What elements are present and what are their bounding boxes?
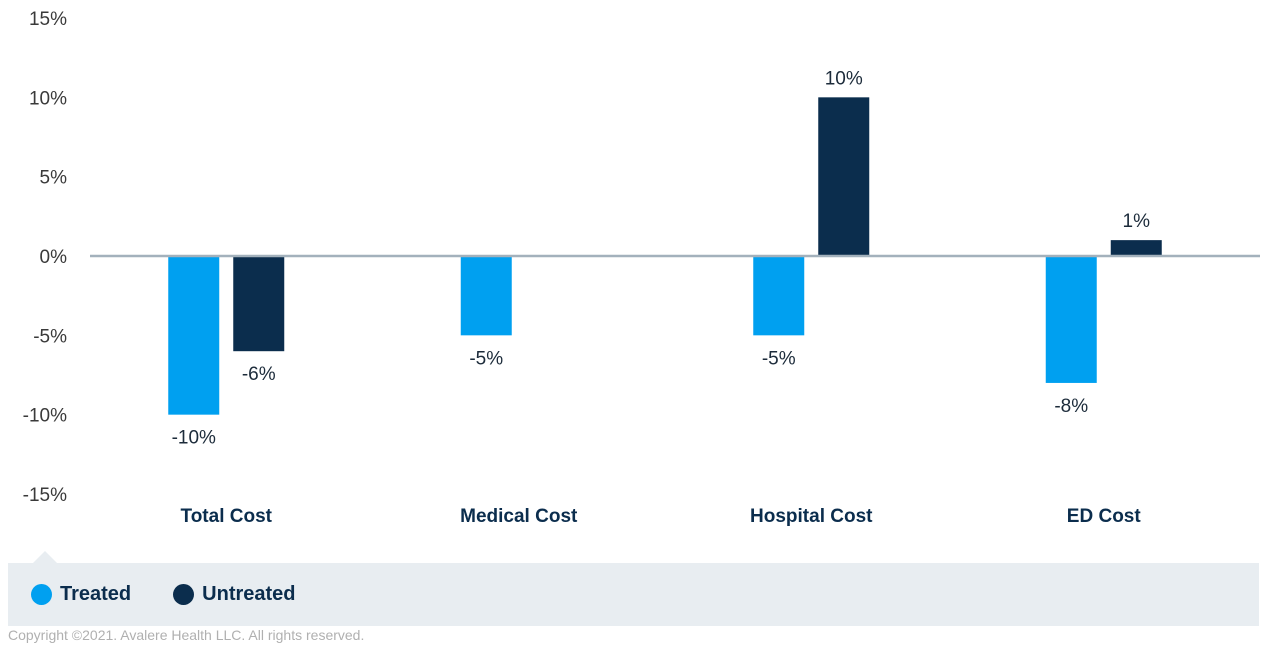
legend: Treated Untreated — [8, 563, 1259, 626]
category-labels: Total Cost Medical Cost Hospital Cost ED Co… — [181, 506, 1142, 527]
bar-treated-3 — [1045, 256, 1097, 383]
legend-label-untreated: Untreated — [202, 583, 296, 605]
y-tick-label: 15% — [29, 9, 67, 30]
legend-pointer — [33, 551, 57, 563]
data-label: -10% — [172, 428, 216, 449]
bar-treated-0 — [168, 256, 220, 415]
legend-item-treated: Treated — [31, 583, 131, 606]
y-axis-ticks: 15% 10% 5% 0% -5% -10% -15% — [23, 9, 67, 506]
data-label: -5% — [469, 348, 503, 369]
legend-item-untreated: Untreated — [173, 583, 296, 606]
legend-swatch-treated — [31, 584, 52, 605]
bar-chart: 15% 10% 5% 0% -5% -10% -15% -10% -6% -5% -5% 10% -8… — [23, 9, 1260, 527]
y-tick-label: 0% — [40, 247, 68, 268]
data-label: -5% — [762, 348, 796, 369]
data-label: -6% — [242, 364, 276, 385]
y-tick-label: 5% — [40, 168, 68, 189]
category-label: ED Cost — [1067, 506, 1142, 527]
category-label: Hospital Cost — [750, 506, 873, 527]
data-label: 10% — [825, 68, 863, 89]
bar-untreated-3 — [1110, 240, 1162, 256]
y-tick-label: -10% — [23, 406, 67, 427]
y-tick-label: 10% — [29, 88, 67, 109]
bar-untreated-2 — [818, 97, 870, 256]
data-labels: -10% -6% -5% -5% 10% -8% 1% — [172, 68, 1151, 448]
category-label: Total Cost — [181, 506, 273, 527]
data-label: -8% — [1054, 396, 1088, 417]
bars — [168, 97, 1162, 415]
bar-treated-1 — [460, 256, 512, 336]
y-tick-label: -15% — [23, 485, 67, 506]
data-label: 1% — [1123, 211, 1151, 232]
bar-treated-2 — [753, 256, 805, 336]
legend-swatch-untreated — [173, 584, 195, 605]
copyright-text: Copyright ©2021. Avalere Health LLC. All… — [8, 627, 365, 643]
legend-label-treated: Treated — [60, 583, 132, 605]
category-label: Medical Cost — [460, 506, 578, 527]
y-tick-label: -5% — [33, 326, 67, 347]
bar-untreated-0 — [233, 256, 285, 352]
